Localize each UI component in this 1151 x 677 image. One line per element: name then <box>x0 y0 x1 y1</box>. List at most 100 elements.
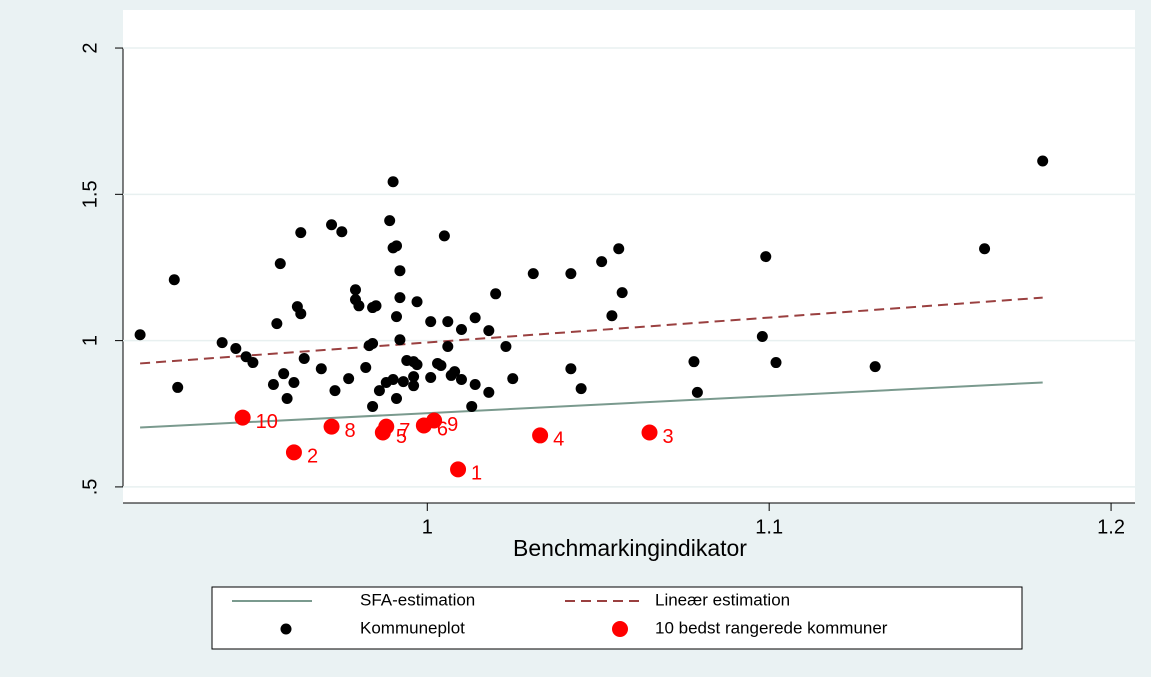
point <box>397 376 409 388</box>
point <box>760 251 772 263</box>
legend-swatch <box>612 621 628 637</box>
point-label: 1 <box>471 463 482 485</box>
legend-label: 10 bedst rangerede kommuner <box>655 618 888 637</box>
point <box>565 268 577 280</box>
point <box>426 412 443 429</box>
point <box>500 340 512 352</box>
point <box>1037 155 1049 167</box>
point <box>267 379 279 391</box>
point <box>425 371 437 383</box>
point <box>387 374 399 386</box>
point <box>442 340 454 352</box>
point-label: 10 <box>256 411 278 433</box>
point <box>295 227 307 239</box>
point <box>367 400 379 412</box>
point <box>770 357 782 369</box>
y-tick-label: 1.5 <box>79 180 101 208</box>
point <box>507 373 519 385</box>
point <box>394 265 406 277</box>
x-tick-label: 1 <box>422 516 433 538</box>
fit-line <box>140 381 1043 429</box>
point <box>466 400 478 412</box>
point <box>216 337 228 349</box>
point <box>979 243 991 255</box>
y-tick-label: 2 <box>79 42 101 53</box>
point <box>329 385 341 397</box>
point <box>295 308 307 320</box>
point <box>234 409 251 426</box>
point <box>230 343 242 355</box>
point <box>168 274 180 286</box>
point <box>315 363 327 375</box>
point <box>616 287 628 299</box>
x-tick-label: 1.2 <box>1097 516 1125 538</box>
point-label: 4 <box>553 429 564 451</box>
point <box>408 380 420 392</box>
point <box>483 386 495 398</box>
point <box>435 359 447 371</box>
point <box>490 288 502 300</box>
point <box>438 230 450 242</box>
point-label: 3 <box>663 426 674 448</box>
point-label: 9 <box>447 414 458 436</box>
point <box>326 219 338 231</box>
point <box>606 310 618 322</box>
point <box>411 296 423 308</box>
point <box>378 418 395 435</box>
point <box>370 300 382 312</box>
legend-label: SFA-estimation <box>360 590 475 609</box>
point <box>575 383 587 395</box>
y-tick-label: 1 <box>79 335 101 346</box>
point-label: 7 <box>399 420 410 442</box>
point <box>483 325 495 337</box>
point <box>360 362 372 374</box>
point <box>688 356 700 368</box>
point <box>134 329 146 341</box>
point <box>367 338 379 350</box>
point <box>172 381 184 393</box>
point <box>691 386 703 398</box>
point <box>336 226 348 238</box>
point <box>387 176 399 188</box>
point <box>278 368 290 380</box>
point <box>271 318 283 330</box>
point <box>394 334 406 346</box>
legend-swatch <box>280 623 292 635</box>
point <box>373 385 385 397</box>
point <box>449 366 461 378</box>
point <box>391 311 403 323</box>
point <box>869 361 881 373</box>
point <box>391 393 403 405</box>
legend-label: Lineær estimation <box>655 590 790 609</box>
legend <box>211 586 1023 650</box>
point <box>565 363 577 375</box>
point <box>281 393 293 405</box>
x-tick-label: 1.1 <box>755 516 783 538</box>
point <box>641 424 658 441</box>
y-tick-label: .5 <box>79 479 101 496</box>
point <box>455 374 467 386</box>
point <box>469 312 481 324</box>
point <box>455 323 467 335</box>
point <box>408 371 420 383</box>
point-label: 6 <box>437 419 448 441</box>
point <box>353 300 365 312</box>
point <box>425 316 437 328</box>
point-label: 2 <box>307 446 318 468</box>
point <box>450 461 467 478</box>
point <box>274 258 286 270</box>
point <box>343 373 355 385</box>
point <box>613 243 625 255</box>
point <box>298 352 310 364</box>
point <box>247 357 259 369</box>
point <box>442 316 454 328</box>
point <box>288 376 300 388</box>
point <box>532 427 549 444</box>
point <box>394 292 406 304</box>
point <box>391 240 403 252</box>
point <box>469 379 481 391</box>
point <box>756 331 768 343</box>
point <box>411 359 423 371</box>
point-label: 5 <box>396 426 407 448</box>
